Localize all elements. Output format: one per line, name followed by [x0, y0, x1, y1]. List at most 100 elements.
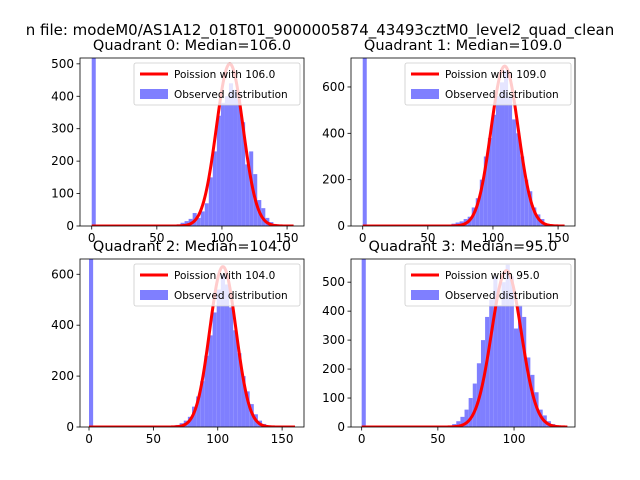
histogram-bar [200, 381, 205, 427]
histogram-bar [224, 96, 229, 226]
y-tick-label: 200 [322, 362, 345, 376]
y-tick-label: 400 [322, 126, 345, 140]
y-tick-label: 0 [66, 219, 74, 233]
legend: Poission with 104.0 Observed distribution [133, 263, 301, 307]
histogram-bar [89, 259, 94, 427]
histogram-bar [530, 374, 535, 427]
histogram-bar [196, 217, 201, 226]
histogram-bar [504, 70, 509, 226]
histogram-bar [245, 391, 250, 427]
histogram-bar [497, 305, 502, 427]
legend-label: Poission with 109.0 [445, 69, 546, 81]
y-tick-label: 200 [322, 173, 345, 187]
histogram-bar [472, 383, 477, 427]
legend-label: Observed distribution [174, 290, 288, 302]
histogram-bar [479, 179, 484, 226]
legend-box [133, 62, 301, 106]
histogram-bar [216, 115, 221, 226]
y-tick-label: 100 [322, 391, 345, 405]
histogram-bar [513, 328, 519, 427]
legend-patch-swatch [140, 290, 168, 300]
y-tick-label: 400 [322, 304, 345, 318]
legend: Poission with 106.0 Observed distribution [133, 62, 301, 106]
histogram-bar [196, 396, 201, 427]
legend-patch-swatch [140, 89, 168, 99]
panel-title: Quadrant 0: Median=106.0 [93, 38, 291, 54]
y-tick-label: 400 [51, 89, 74, 103]
poisson-curve [90, 62, 295, 226]
histogram-bar [212, 312, 217, 427]
histogram-bar [237, 353, 242, 427]
plot-area [90, 58, 295, 226]
histogram-bar [220, 274, 225, 427]
y-tick-label: 300 [322, 333, 345, 347]
legend-patch-swatch [411, 89, 439, 99]
histogram-bar [524, 179, 529, 226]
axes-frame [79, 57, 305, 227]
x-tick-label: 100 [503, 432, 526, 446]
quadrant-panel-2: 0 50 100 150 0 200 400 600 Quadrant 2: Median=10… [51, 239, 305, 446]
y-tick-label: 0 [66, 420, 74, 434]
histogram-bar [224, 284, 230, 427]
histogram-bar [361, 259, 366, 427]
histogram-bar [505, 264, 510, 427]
histogram-bar [91, 58, 96, 226]
histogram-bar [501, 282, 506, 427]
x-tick-label: 0 [85, 432, 93, 446]
plot-area [361, 58, 566, 226]
histogram-bar [241, 122, 246, 226]
histogram-bar [216, 289, 221, 427]
x-tick-label: 50 [420, 231, 435, 245]
histogram-bar [487, 137, 492, 226]
y-tick-label: 500 [51, 57, 74, 71]
histogram-bar [212, 151, 217, 226]
histogram-bar [489, 299, 494, 427]
axes-frame [350, 258, 576, 428]
histogram-bar [475, 198, 480, 226]
histogram-bar [509, 276, 514, 427]
histogram-bar [522, 316, 527, 427]
histogram-bar [512, 119, 517, 226]
x-tick-label: 50 [146, 432, 161, 446]
x-tick-label: 150 [547, 231, 570, 245]
histogram-bar [491, 114, 496, 226]
legend-label: Poission with 106.0 [174, 69, 275, 81]
histogram-bar [229, 307, 234, 427]
y-tick-label: 600 [322, 80, 345, 94]
legend: Poission with 95.0 Observed distribution [404, 263, 572, 307]
histogram-bar [200, 211, 205, 226]
quadrant-panel-1: 0 50 100 150 0 200 400 600 Quadrant 1: Median=10… [322, 38, 576, 245]
histogram-bar [495, 96, 500, 226]
x-tick-label: 150 [271, 432, 294, 446]
y-tick-label: 600 [51, 267, 74, 281]
x-tick-label: 50 [430, 432, 445, 446]
histogram-bar [237, 99, 242, 226]
y-tick-label: 0 [337, 219, 345, 233]
histogram-bar [485, 316, 490, 427]
histogram-bar [520, 156, 525, 226]
histogram-bar [493, 276, 498, 427]
axes-frame [79, 258, 305, 428]
histogram-bar [516, 133, 521, 226]
histogram-bar [528, 191, 533, 226]
x-tick-label: 100 [206, 432, 229, 446]
x-tick-label: 100 [482, 231, 505, 245]
y-tick-label: 100 [51, 187, 74, 201]
histogram-bar [518, 305, 523, 427]
histogram-bar [460, 416, 465, 427]
y-tick-label: 200 [51, 154, 74, 168]
histogram-bar [208, 177, 213, 226]
histogram-bar [526, 357, 531, 427]
panel-title: Quadrant 2: Median=104.0 [93, 239, 291, 255]
histogram-bar [208, 335, 213, 427]
histogram-bar [499, 82, 505, 226]
x-tick-label: 150 [276, 231, 299, 245]
histogram-bar [362, 58, 367, 226]
axes-frame [350, 57, 576, 227]
y-tick-label: 300 [51, 122, 74, 136]
histogram-bar [483, 156, 488, 226]
legend-label: Observed distribution [445, 290, 559, 302]
poisson-curve [88, 265, 296, 427]
y-tick-label: 200 [51, 369, 74, 383]
